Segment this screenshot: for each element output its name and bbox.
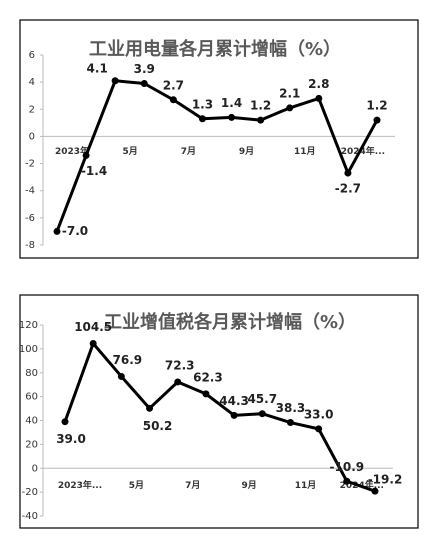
chart-frame [19, 294, 419, 529]
chart-title: 工业用电量各月累计增幅（%） [89, 38, 341, 60]
data-label: -1.4 [81, 164, 107, 178]
x-tick-label: 7月 [185, 480, 200, 491]
data-label: 38.3 [276, 401, 306, 415]
y-tick-label: 120 [19, 320, 38, 331]
point [111, 77, 119, 85]
chart-title: 工业增值税各月累计增幅（%） [104, 311, 356, 333]
data-label: 104.5 [74, 320, 112, 334]
data-label: 2.1 [279, 86, 300, 100]
data-label: 4.1 [87, 61, 108, 75]
point [169, 96, 177, 104]
y-tick-label: 4 [29, 77, 35, 88]
point [315, 425, 323, 433]
x-tick-label: 11月 [294, 146, 316, 157]
data-label: 62.3 [193, 370, 223, 384]
point [82, 151, 90, 159]
y-tick-label: 2 [29, 104, 35, 115]
data-label: 1.2 [250, 99, 271, 113]
x-tick-label: 5月 [129, 480, 144, 491]
data-label: 1.4 [221, 96, 242, 110]
point [174, 378, 182, 386]
data-label: -2.7 [335, 182, 361, 196]
y-tick-label: 40 [25, 416, 38, 427]
data-label: 2.8 [308, 77, 329, 91]
point [315, 94, 323, 102]
data-label: 50.2 [143, 419, 173, 433]
point [230, 411, 238, 419]
y-tick-label: -4 [25, 186, 35, 197]
line [55, 79, 379, 232]
data-label: 3.9 [134, 62, 155, 76]
point [198, 115, 206, 123]
point [140, 80, 148, 87]
y-tick-label: 0 [29, 131, 35, 142]
y-tick-label: -6 [25, 213, 35, 224]
point [53, 227, 61, 235]
data-label: -7.0 [62, 224, 88, 238]
y-tick-label: -8 [25, 240, 35, 251]
y-tick-label: -20 [22, 487, 38, 498]
point [258, 410, 266, 418]
y-tick-label: 20 [25, 439, 38, 450]
x-tick-label: 9月 [239, 146, 254, 157]
point [228, 113, 236, 121]
point [89, 340, 97, 348]
data-label: 45.7 [247, 392, 277, 406]
x-tick-label: 9月 [241, 480, 256, 491]
data-label: 44.3 [219, 394, 249, 408]
data-label: 39.0 [56, 432, 86, 446]
point [146, 404, 154, 412]
x-tick-label: 2023年 [55, 145, 89, 157]
data-label: 76.9 [113, 353, 143, 367]
y-tick-label: -40 [22, 511, 38, 522]
y-tick-label: 60 [25, 392, 38, 403]
point [371, 487, 379, 495]
point [373, 116, 381, 124]
point [202, 390, 210, 398]
x-tick-label: 7月 [181, 146, 196, 157]
data-label: 33.0 [304, 407, 334, 421]
y-tick-label: 0 [32, 463, 38, 474]
chart-frame [19, 19, 419, 259]
point [117, 372, 125, 380]
x-tick-label: 5月 [123, 146, 138, 157]
x-tick-label: 2024年... [341, 145, 385, 157]
data-label: 2.7 [163, 78, 184, 92]
x-tick-label: 11月 [295, 480, 317, 491]
data-label: -19.2 [368, 473, 403, 487]
point [343, 477, 351, 485]
point [61, 418, 69, 426]
point [286, 419, 294, 427]
data-label: 1.3 [192, 97, 213, 111]
y-tick-label: 80 [25, 368, 38, 379]
y-tick-label: 6 [29, 50, 35, 61]
point [257, 116, 265, 124]
data-label: -10.9 [330, 460, 365, 474]
y-tick-label: 100 [19, 344, 38, 355]
point [286, 104, 294, 112]
point [344, 169, 352, 177]
x-tick-label: 2023年... [58, 479, 102, 491]
line [63, 342, 376, 493]
data-label: 72.3 [165, 358, 195, 372]
y-tick-label: -2 [25, 159, 35, 170]
data-label: 1.2 [366, 99, 387, 113]
